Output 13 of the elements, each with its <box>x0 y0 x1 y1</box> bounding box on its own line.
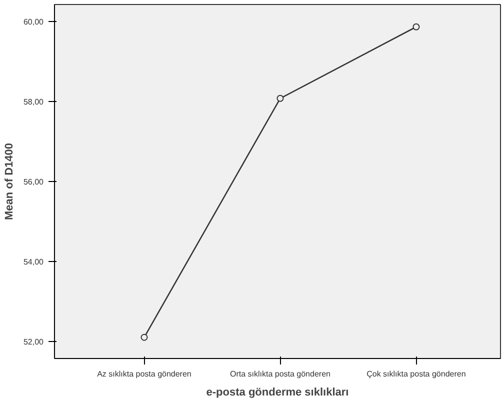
x-tick-label: Az sıklıkta posta gönderen <box>97 370 192 378</box>
y-tick-label: 58,00 <box>23 98 44 107</box>
x-tick-label: Çok sıklıkta posta gönderen <box>366 370 466 378</box>
point <box>140 334 148 341</box>
y-tick-label: 52,00 <box>23 337 44 346</box>
y-tick-label: 56,00 <box>23 178 44 186</box>
point <box>276 94 284 102</box>
y-axis-title: Mean of D1400 <box>3 142 16 220</box>
y-tick-label: 60,00 <box>23 18 44 27</box>
x-tick-label: Orta sıklıkta posta gönderen <box>230 370 330 378</box>
x-axis-title: e-posta gönderme sıklıkları <box>206 386 349 398</box>
y-tick-label: 54,00 <box>23 257 44 266</box>
point <box>412 23 420 30</box>
